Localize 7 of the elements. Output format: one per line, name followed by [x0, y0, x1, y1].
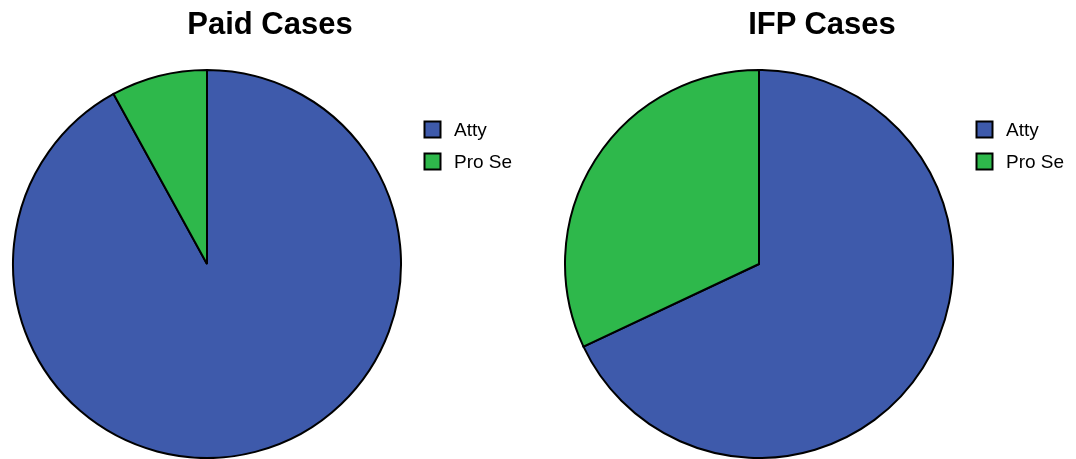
legend-label: Atty: [454, 119, 487, 141]
legend-label: Pro Se: [1006, 151, 1065, 173]
pie-slice: [12, 69, 402, 459]
chart-title: IFP Cases: [747, 5, 897, 43]
legend-label: Atty: [1006, 119, 1039, 141]
legend-label: Pro Se: [454, 151, 513, 173]
chart-title: Paid Cases: [186, 5, 354, 43]
